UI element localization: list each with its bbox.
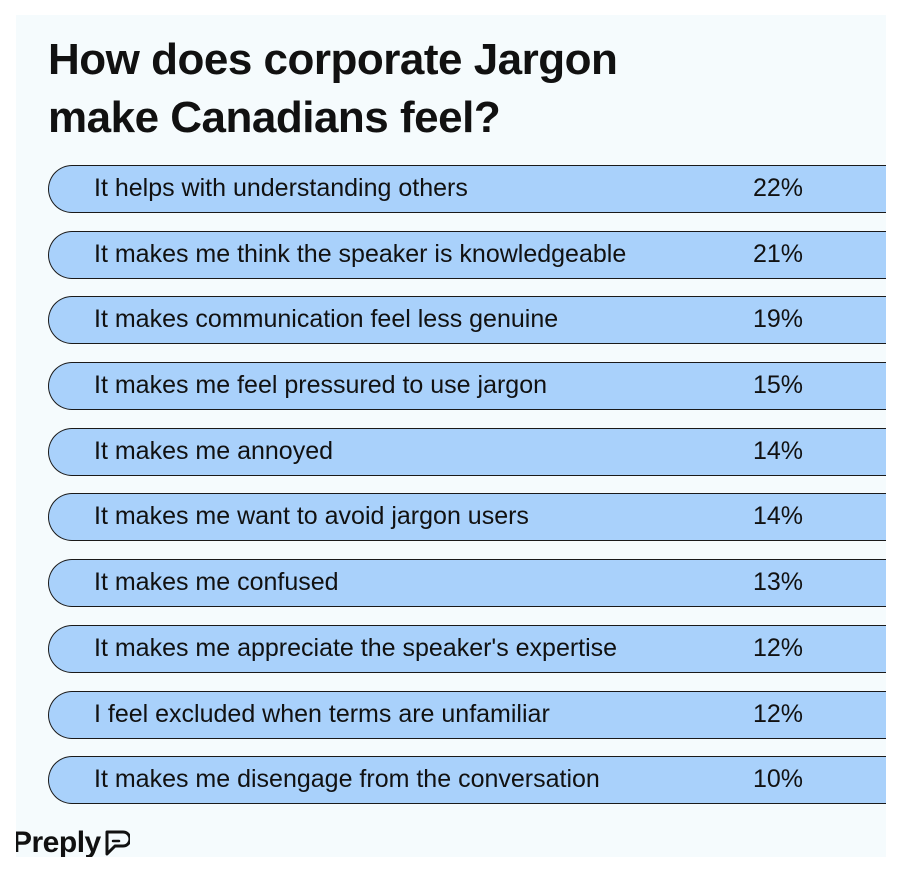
value-label: 19% [753, 305, 804, 334]
chart-bar-row: It helps with understanding others 22% [48, 165, 886, 213]
value-label: 14% [753, 436, 804, 465]
chart-bar-row: It makes me annoyed 14% [48, 427, 886, 476]
chart-bar-row: It makes me disengage from the conversat… [48, 756, 886, 805]
value-label: 10% [753, 765, 804, 794]
category-label: It makes me disengage from the conversat… [94, 765, 600, 794]
chart-rows: It helps with understanding others 22% It … [48, 165, 886, 822]
category-label: It makes me want to avoid jargon users [94, 502, 529, 531]
preply-logo-icon [104, 829, 130, 857]
chart-bar-row: It makes me think the speaker is knowled… [48, 230, 886, 279]
category-label: It makes me appreciate the speaker's exp… [94, 633, 618, 662]
chart-bar-row: It makes me confused 13% [48, 559, 886, 608]
chart-bar-row: It makes me want to avoid jargon users 14… [48, 493, 886, 542]
value-label: 22% [753, 174, 804, 202]
brand-logo: Preply [16, 823, 130, 857]
value-label: 13% [753, 568, 804, 597]
value-label: 21% [753, 239, 804, 268]
category-label: It makes communication feel less genuine [94, 305, 559, 334]
value-label: 14% [753, 502, 804, 531]
value-label: 12% [753, 699, 804, 728]
chart-bar-row: It makes me feel pressured to use jargon… [48, 362, 886, 411]
category-label: It helps with understanding others [94, 174, 468, 202]
chart-bar-row: I feel excluded when terms are unfamilia… [48, 690, 886, 739]
brand-logo-text: Preply [16, 826, 101, 857]
category-label: It makes me think the speaker is knowled… [94, 239, 627, 268]
chart-title: How does corporate Jargon make Canadians… [48, 35, 618, 142]
category-label: It makes me feel pressured to use jargon [94, 371, 548, 400]
chart-bar-row: It makes me appreciate the speaker's exp… [48, 624, 886, 673]
category-label: It makes me annoyed [94, 436, 334, 465]
chart-bar-row: It makes communication feel less genuine… [48, 296, 886, 345]
value-label: 12% [753, 633, 804, 662]
category-label: I feel excluded when terms are unfamilia… [94, 699, 550, 728]
infographic-canvas: How does corporate Jargon make Canadians… [16, 15, 886, 857]
category-label: It makes me confused [94, 568, 339, 597]
value-label: 15% [753, 371, 804, 400]
